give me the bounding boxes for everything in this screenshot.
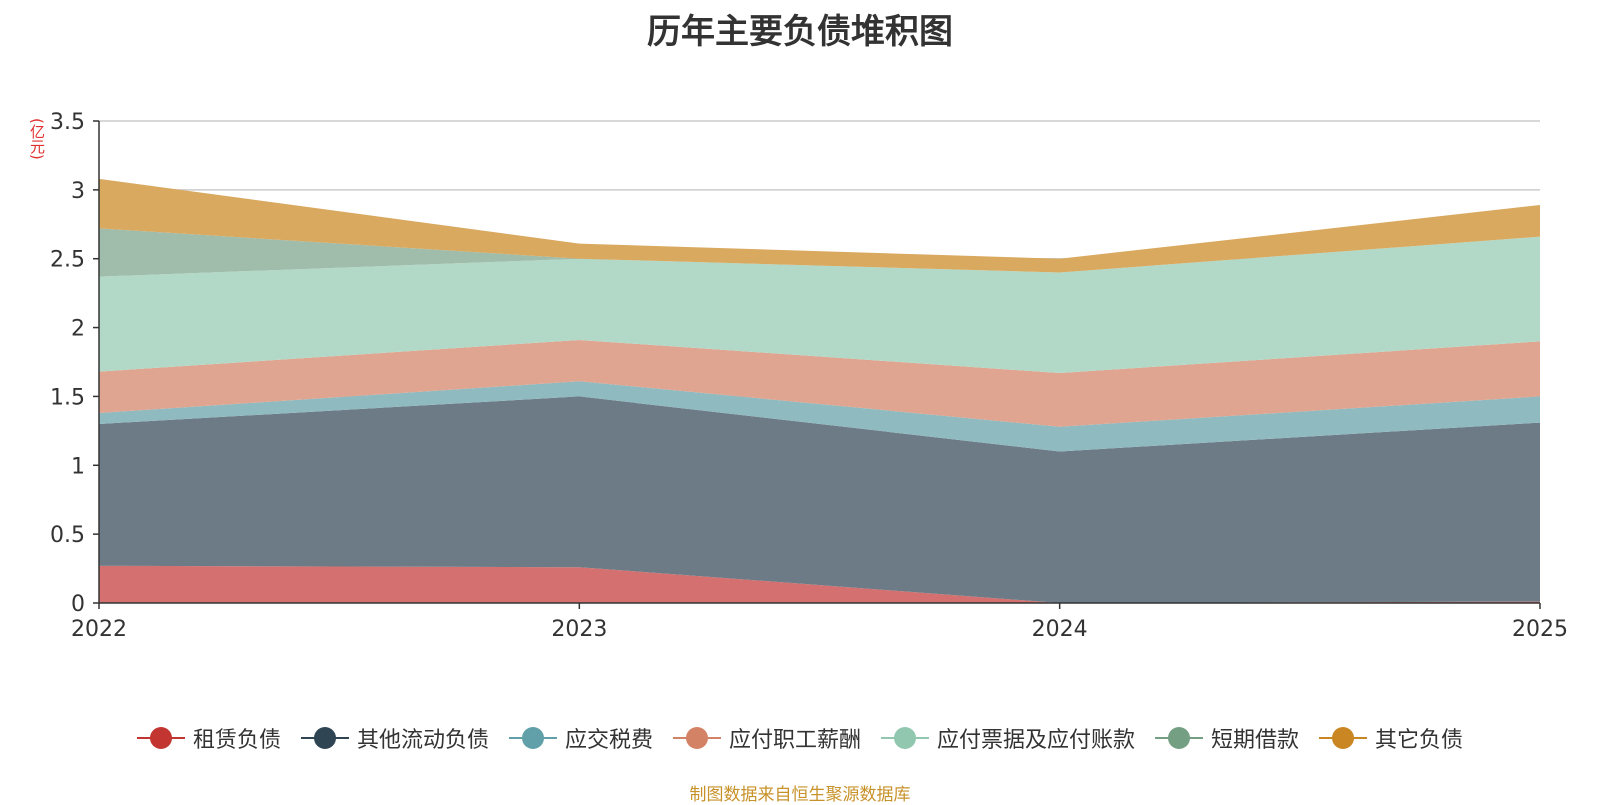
- y-tick-label: 3: [71, 179, 85, 204]
- y-tick-label: 0: [71, 592, 85, 617]
- area-series-4[interactable]: [99, 236, 1540, 374]
- legend-marker-icon: [508, 726, 557, 750]
- legend: 租赁负债 其他流动负债 应交税费 应付职工薪酬 应付票据及应付账款 短期借款 其它负债: [0, 718, 1600, 758]
- legend-marker-icon: [1319, 726, 1368, 750]
- x-tick-label: 2022: [71, 617, 127, 642]
- x-tick-label: 2025: [1512, 617, 1568, 642]
- legend-marker-icon: [881, 726, 929, 750]
- y-tick-label: 1.5: [50, 385, 85, 410]
- source-note: 制图数据来自恒生聚源数据库: [689, 785, 911, 805]
- area-series-2[interactable]: [99, 381, 1540, 452]
- y-tick-label: 2.5: [50, 248, 85, 273]
- x-tick-label: 2023: [551, 617, 607, 642]
- legend-marker-icon: [672, 726, 721, 750]
- area-layer: [99, 178, 1540, 603]
- legend-label: 租赁负债: [192, 728, 281, 753]
- legend-marker-icon: [1155, 726, 1204, 750]
- legend-label: 应交税费: [564, 728, 653, 753]
- legend-item-6[interactable]: 其它负债: [1319, 722, 1463, 754]
- y-axis-unit-label: (亿元): [28, 118, 46, 160]
- area-series-1[interactable]: [99, 396, 1540, 603]
- legend-marker-icon: [136, 726, 185, 750]
- x-tick-label: 2024: [1032, 617, 1088, 642]
- axis-layer: 0 0.5 1 1.5 2 2.5 3 3.5 2022 2023 2024 2025: [50, 110, 1568, 642]
- legend-label: 应付票据及应付账款: [937, 728, 1136, 753]
- legend-label: 其他流动负债: [356, 728, 489, 753]
- y-tick-label: 3.5: [50, 110, 85, 135]
- area-series-0[interactable]: [99, 565, 1540, 603]
- legend-item-4[interactable]: 应付票据及应付账款: [881, 722, 1135, 754]
- legend-label: 其它负债: [1375, 728, 1464, 753]
- y-tick-label: 1: [71, 454, 85, 479]
- y-tick-label: 0.5: [50, 523, 85, 548]
- legend-label: 短期借款: [1211, 728, 1300, 753]
- legend-item-5[interactable]: 短期借款: [1155, 722, 1299, 754]
- area-series-6[interactable]: [99, 178, 1540, 273]
- area-series-5[interactable]: [99, 228, 1540, 277]
- legend-item-2[interactable]: 应交税费: [508, 722, 653, 754]
- legend-item-1[interactable]: 其他流动负债: [300, 722, 489, 754]
- legend-item-3[interactable]: 应付职工薪酬: [672, 722, 861, 754]
- y-tick-label: 2: [71, 317, 85, 342]
- legend-item-0[interactable]: 租赁负债: [136, 722, 281, 754]
- area-series-3[interactable]: [99, 339, 1540, 427]
- legend-marker-icon: [300, 726, 349, 750]
- chart-title: 历年主要负债堆积图: [647, 12, 953, 52]
- legend-label: 应付职工薪酬: [728, 728, 861, 753]
